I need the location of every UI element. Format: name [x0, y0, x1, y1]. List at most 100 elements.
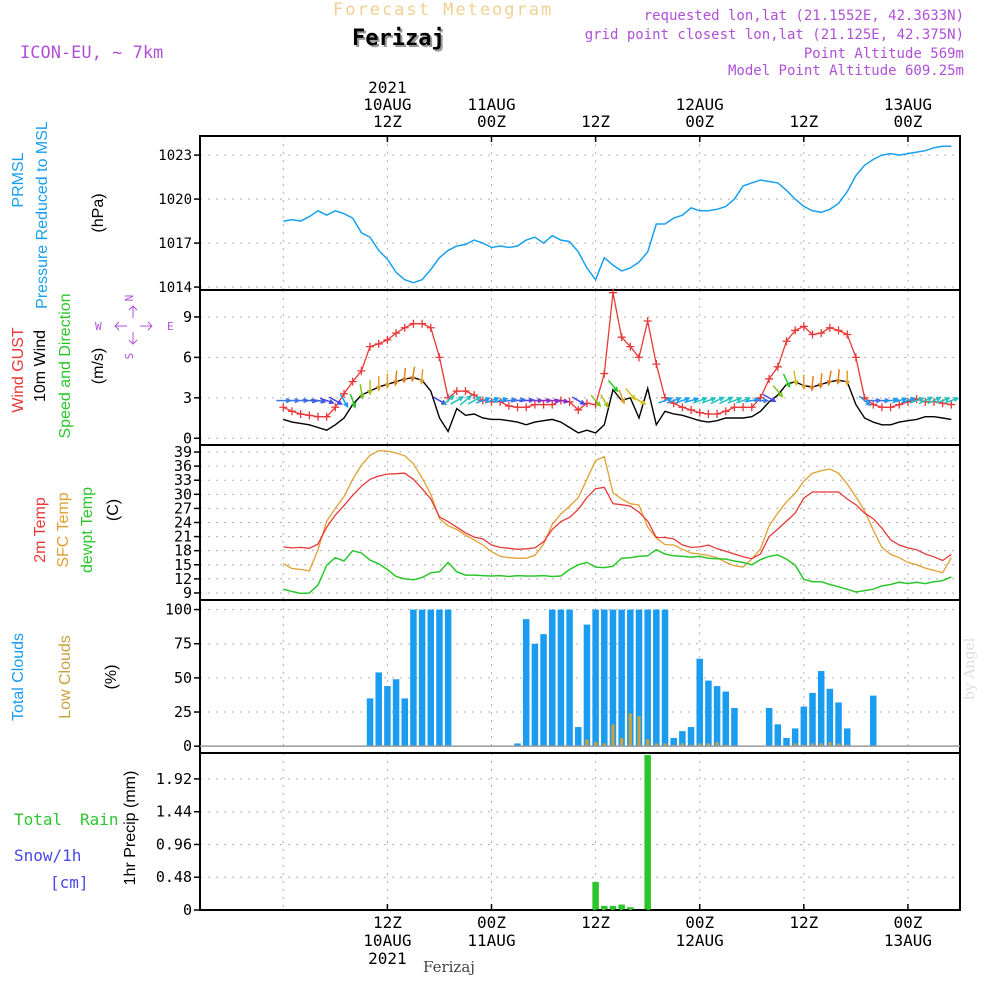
wind-arrow: [349, 393, 357, 409]
compass-rose: N W E S: [95, 295, 174, 360]
gust-marker: [608, 288, 617, 297]
wind-arrow: [666, 396, 682, 404]
wind-arrow: [835, 369, 841, 385]
compass-n: N: [123, 295, 136, 302]
ytick-label: 12: [174, 570, 192, 588]
gust-marker: [947, 400, 956, 409]
ytick-label: 1014: [158, 280, 192, 296]
wind-arrow: [376, 376, 382, 392]
bottom-hour-label: 00Z: [893, 913, 922, 932]
total-cloud-bar: [731, 707, 738, 747]
gust-marker: [340, 389, 349, 398]
ytick-label: 30: [174, 485, 192, 503]
gust-markers: [279, 288, 956, 421]
total-cloud-bar: [817, 671, 825, 747]
bottom-hour-label: 00Z: [685, 913, 714, 932]
label-2m-temp: 2m Temp: [32, 497, 49, 563]
wind-arrow: [607, 379, 619, 393]
gust-marker: [522, 403, 531, 412]
ytick-label: 0.96: [156, 835, 192, 853]
wind-arrow: [600, 394, 609, 409]
wind-arrow: [772, 385, 784, 398]
top-date-label: 10AUG: [363, 95, 411, 114]
label-10m-wind: 10m Wind: [32, 330, 49, 402]
ytick-label: 39: [174, 443, 192, 461]
rain-bar: [627, 907, 634, 910]
gust-marker: [400, 323, 409, 332]
rain-bar: [592, 882, 599, 910]
wind-arrow: [701, 396, 717, 404]
total-cloud-bar: [548, 609, 556, 747]
gust-marker: [530, 400, 539, 409]
top-hour-label: 12Z: [581, 112, 610, 131]
low-cloud-bar: [620, 737, 624, 747]
bottom-hour-label: 12Z: [581, 913, 610, 932]
total-cloud-bar: [418, 609, 426, 747]
wind-arrow: [727, 396, 743, 404]
total-cloud-bar: [843, 728, 851, 747]
low-cloud-bar: [793, 743, 797, 747]
ytick-label: 0.48: [156, 868, 192, 886]
gust-marker: [765, 374, 774, 383]
bottom-date-label: 10AUG: [363, 931, 411, 950]
gust-marker: [426, 323, 435, 332]
gust-marker: [279, 403, 288, 412]
low-cloud-bar: [602, 743, 606, 747]
location-title: Ferizaj: [352, 26, 445, 51]
ytick-label: 36: [174, 457, 192, 475]
cloud-bars: [366, 609, 877, 747]
wind-arrow: [719, 396, 734, 405]
total-cloud-bar: [540, 634, 547, 747]
gust-marker: [695, 408, 704, 417]
gust-marker: [886, 403, 895, 412]
total-cloud-bar: [392, 679, 400, 747]
ytick-label: 1020: [158, 192, 192, 208]
label-pressure-msl: Pressure Reduced to MSL: [34, 121, 51, 309]
gust-marker: [435, 353, 444, 362]
wind-arrow: [632, 396, 647, 405]
label-total-clouds: Total Clouds: [10, 633, 27, 721]
gust-marker: [895, 400, 904, 409]
dewpoint-line: [283, 548, 952, 595]
gridpoint-coords: grid point closest lon,lat (21.125E, 42.…: [584, 27, 964, 43]
precip-bars: [592, 755, 651, 910]
label-celsius: (C): [105, 499, 122, 521]
total-cloud-bar: [809, 692, 816, 747]
wind-arrow: [801, 374, 807, 391]
wind-arrow: [339, 394, 349, 409]
total-cloud-bar: [575, 727, 582, 747]
total-cloud-bar: [627, 609, 634, 747]
gust-marker: [704, 410, 713, 418]
wind-arrow: [618, 389, 626, 405]
compass-w: W: [95, 320, 102, 333]
total-cloud-bar: [444, 609, 452, 747]
ytick-label: 50: [174, 669, 192, 687]
total-cloud-bar: [670, 737, 677, 747]
wind-arrow: [818, 373, 824, 390]
total-cloud-bar: [384, 686, 391, 747]
gust-marker: [817, 329, 826, 338]
total-cloud-bar: [713, 686, 721, 747]
total-cloud-bar: [635, 609, 643, 747]
ytick-label: 9: [183, 584, 192, 602]
ytick-label: 1023: [158, 148, 192, 164]
gust-marker: [322, 412, 331, 421]
total-cloud-bar: [557, 609, 565, 747]
rain-bar: [609, 905, 617, 910]
total-cloud-bar: [522, 619, 530, 747]
gust-marker: [747, 403, 756, 412]
wind-arrow: [927, 396, 942, 405]
gust-marker: [843, 330, 852, 339]
gust-marker: [643, 317, 652, 325]
compass-e: E: [167, 320, 174, 333]
ytick-label: 3: [183, 389, 192, 407]
gust-marker: [574, 405, 583, 414]
total-cloud-bar: [366, 698, 374, 747]
panel-frame: [199, 752, 961, 911]
gust-marker: [773, 362, 782, 371]
compass-s: S: [123, 353, 136, 360]
ytick-label: 25: [174, 703, 192, 721]
gust-marker: [296, 410, 305, 418]
